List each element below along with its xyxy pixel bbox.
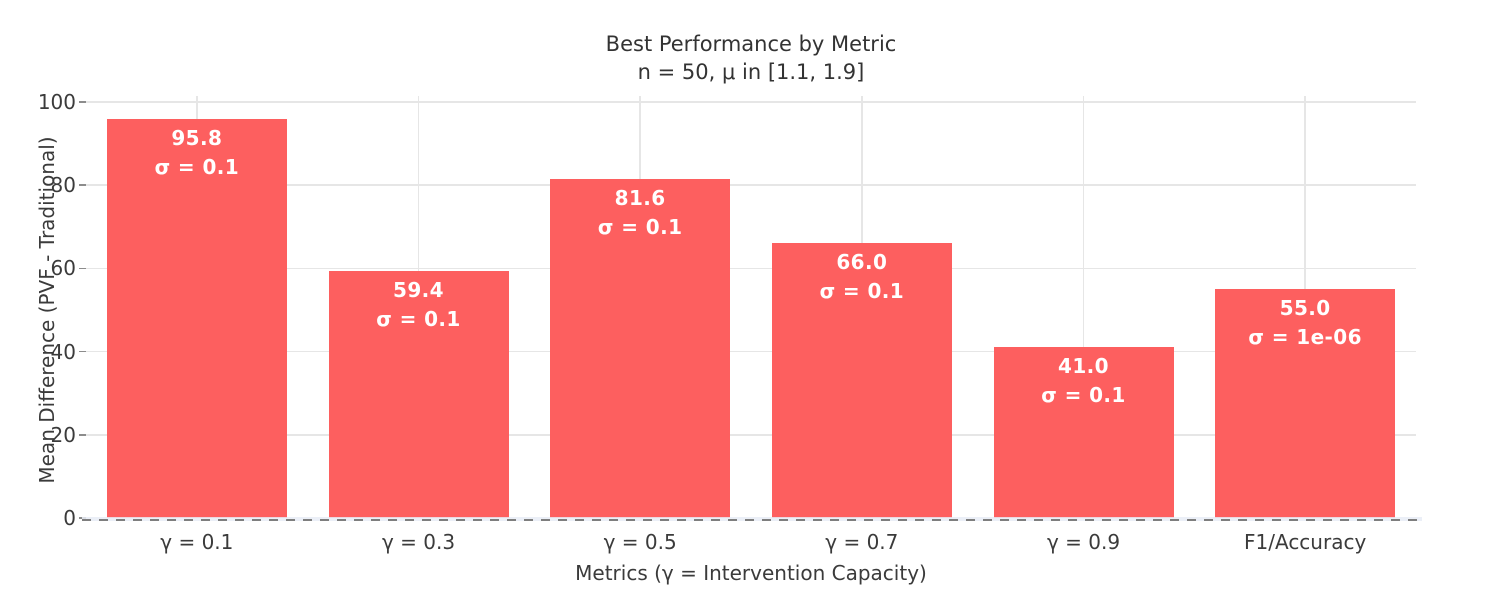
y-tick-mark [79, 101, 86, 103]
y-tick-mark [79, 267, 86, 270]
y-tick-mark [79, 184, 86, 186]
bar-value-label: 95.8 [171, 126, 223, 151]
bar-sigma-label: σ = 0.1 [154, 155, 240, 180]
zero-dashed-line [82, 518, 1422, 521]
y-gridline [86, 350, 1416, 353]
y-tick-mark [79, 434, 86, 436]
y-gridline [86, 267, 1416, 270]
bar-label: 41.0 σ = 0.1 [994, 347, 1174, 410]
y-gridline [86, 434, 1416, 436]
y-tick-label: 20 [50, 422, 76, 447]
y-gridline [86, 101, 1416, 103]
x-axis-title: Metrics (γ = Intervention Capacity) [575, 561, 927, 585]
y-tick-label: 100 [37, 90, 76, 114]
x-gridline [1082, 96, 1085, 518]
bar: 66.0 σ = 0.1 [771, 243, 952, 518]
chart-subtitle: n = 50, μ in [1.1, 1.9] [637, 60, 865, 84]
bar-sigma-label: σ = 0.1 [1041, 383, 1126, 408]
bar-sigma-label: σ = 0.1 [597, 214, 683, 239]
x-tick-label: γ = 0.1 [160, 530, 234, 554]
bar-value-label: 66.0 [836, 250, 888, 275]
x-tick-label: F1/Accuracy [1244, 530, 1367, 554]
y-tick-label: 0 [63, 506, 76, 530]
bar: 81.6 σ = 0.1 [550, 178, 731, 518]
y-tick-mark [79, 350, 86, 353]
y-tick-label: 60 [50, 256, 76, 281]
bar-label: 66.0 σ = 0.1 [772, 243, 952, 306]
bar-sigma-label: σ = 0.1 [819, 279, 905, 304]
x-tick-label: γ = 0.9 [1046, 530, 1121, 554]
bar: 55.0 σ = 1e-06 [1215, 289, 1396, 518]
bar-value-label: 81.6 [614, 185, 666, 210]
bar-sigma-label: σ = 0.1 [376, 306, 461, 331]
y-tick-label: 80 [50, 173, 76, 198]
bar-label: 59.4 σ = 0.1 [329, 271, 509, 334]
bar-label: 55.0 σ = 1e-06 [1215, 289, 1395, 352]
bar-label: 95.8 σ = 0.1 [107, 119, 287, 182]
x-tick-label: γ = 0.3 [381, 530, 456, 554]
bar: 41.0 σ = 0.1 [993, 347, 1174, 518]
y-tick-label: 40 [50, 339, 76, 364]
bar-sigma-label: σ = 1e-06 [1248, 325, 1362, 350]
bar: 59.4 σ = 0.1 [328, 270, 509, 518]
x-tick-label: γ = 0.7 [825, 530, 899, 554]
y-axis-title: Mean Difference (PVF - Traditional) [35, 136, 59, 484]
bar-value-label: 55.0 [1279, 296, 1331, 321]
bar: 95.8 σ = 0.1 [106, 119, 287, 518]
bar-value-label: 41.0 [1058, 354, 1109, 379]
y-gridline [86, 184, 1416, 186]
bar-label: 81.6 σ = 0.1 [550, 179, 730, 242]
chart-title: Best Performance by Metric [605, 32, 897, 56]
x-tick-label: γ = 0.5 [603, 530, 677, 554]
bar-value-label: 59.4 [393, 277, 444, 302]
